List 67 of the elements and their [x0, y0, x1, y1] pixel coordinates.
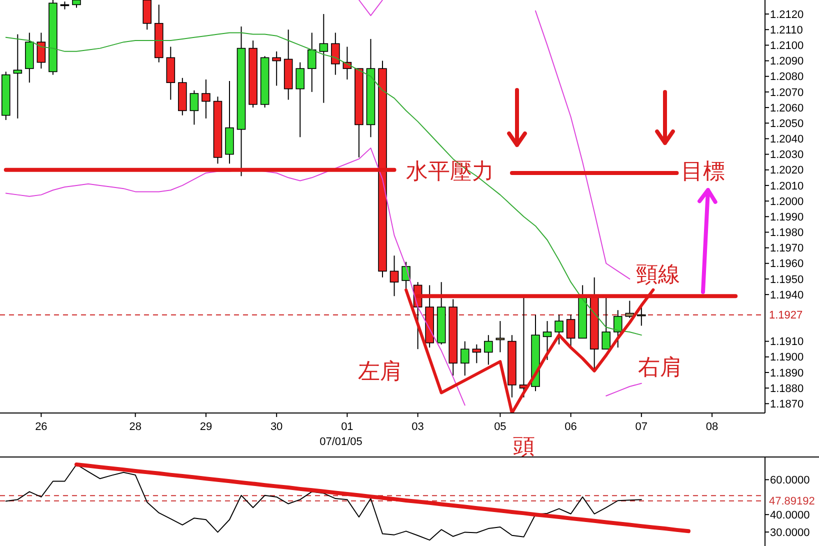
y-tick-label: 1.1940: [770, 289, 804, 302]
y-tick-label: 1.1910: [770, 336, 804, 348]
y-tick-label: 1.1970: [770, 242, 804, 255]
text: 07/01/05: [320, 436, 362, 448]
candlestick: [566, 314, 576, 346]
x-tick-label: 30: [270, 421, 283, 433]
annotation: 頸線: [636, 262, 680, 288]
y-tick-label: 1.2120: [770, 8, 804, 21]
y-tick-label: 1.2000: [770, 196, 804, 208]
x-tick-label: 29: [200, 421, 212, 433]
annotation: 右肩: [638, 356, 682, 380]
y-tick-label: 1.1950: [770, 274, 804, 286]
y-tick-label: 30.0000: [770, 526, 810, 539]
y-tick-label: 1.2070: [770, 86, 804, 99]
y-tick-label: 1.2020: [770, 164, 804, 177]
candlestick: [319, 14, 328, 104]
y-tick-label: 1.2030: [770, 149, 804, 162]
candlestick: [36, 32, 46, 70]
annotation: 水平壓力: [406, 160, 494, 184]
y-tick-label: 1.1960: [770, 258, 804, 270]
x-tick-label: 07: [635, 421, 648, 433]
y-tick-label: 40.0000: [770, 509, 810, 522]
annotation: 左肩: [358, 360, 402, 384]
x-tick-label: 26: [35, 421, 48, 433]
x-tick-label: 05: [494, 421, 506, 433]
ref-line-label: 1.1927: [769, 310, 803, 322]
annotation: 目標: [681, 160, 725, 184]
candlestick: [602, 296, 611, 350]
x-tick-label: 06: [564, 421, 577, 433]
y-tick-label: 1.2090: [770, 56, 804, 68]
candlestick: [554, 314, 564, 345]
candlestick: [472, 344, 482, 364]
candlestick: [390, 255, 399, 297]
y-tick-label: 1.2050: [770, 118, 804, 130]
candlestick: [142, 0, 152, 30]
candlestick: [307, 32, 316, 92]
y-tick-label: 1.1880: [770, 382, 804, 395]
candlestick: [202, 78, 210, 119]
y-tick-label: 60.0000: [770, 474, 810, 487]
y-tick-label: 1.2040: [770, 134, 804, 146]
y-tick-label: 1.1890: [770, 367, 804, 380]
y-tick-label: 1.2060: [770, 102, 804, 114]
x-tick-label: 08: [706, 421, 718, 433]
candlestick: [613, 310, 622, 348]
x-tick-label: 03: [412, 421, 424, 433]
x-tick-label: 28: [129, 421, 142, 433]
candlestick: [331, 32, 340, 76]
y-tick-label: 1.2110: [770, 24, 803, 36]
line-series: [74, 462, 690, 534]
y-tick-label: 1.1980: [770, 227, 804, 240]
x-tick-label: 01: [341, 421, 354, 433]
candlestick: [484, 334, 493, 366]
y-tick-label: 1.1900: [770, 352, 804, 364]
candlestick: [542, 320, 552, 361]
y-tick-label: 1.1870: [770, 398, 804, 410]
ref-line-label: 47.89192: [769, 496, 815, 508]
candlestick: [460, 340, 470, 376]
y-tick-label: 1.2080: [770, 71, 804, 84]
candlestick: [296, 62, 305, 138]
candlestick: [13, 34, 22, 119]
annotation: 頭: [513, 434, 535, 460]
line-series: [5, 464, 642, 541]
candlestick: [190, 90, 199, 126]
candlestick: [272, 50, 281, 86]
y-tick-label: 1.2100: [770, 40, 804, 52]
y-tick-label: 1.2010: [770, 180, 804, 192]
y-tick-label: 1.1990: [770, 211, 804, 224]
